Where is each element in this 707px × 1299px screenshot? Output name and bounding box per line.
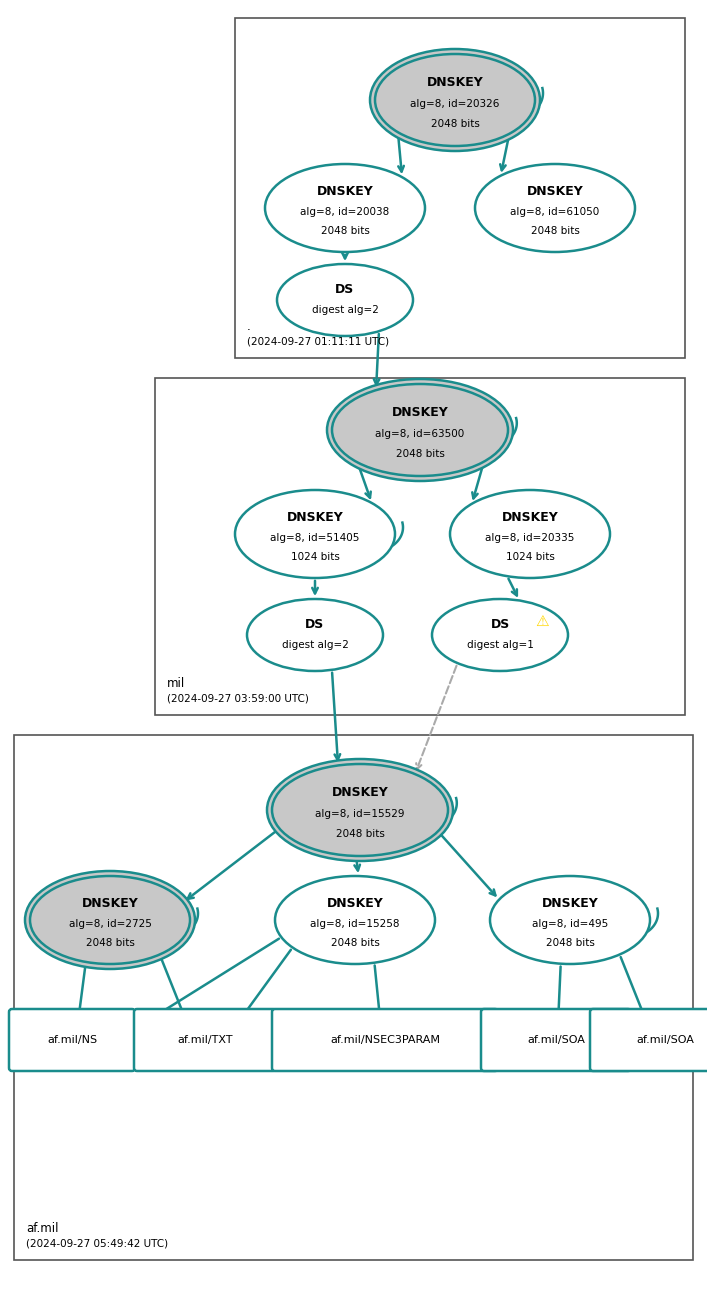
Text: digest alg=2: digest alg=2 — [281, 640, 349, 650]
Text: (2024-09-27 05:49:42 UTC): (2024-09-27 05:49:42 UTC) — [26, 1238, 168, 1248]
Ellipse shape — [327, 379, 513, 481]
Text: 2048 bits: 2048 bits — [395, 449, 445, 459]
Text: mil: mil — [167, 677, 185, 690]
FancyBboxPatch shape — [235, 18, 685, 359]
Text: alg=8, id=61050: alg=8, id=61050 — [510, 207, 600, 217]
Text: DNSKEY: DNSKEY — [542, 896, 598, 909]
Text: DNSKEY: DNSKEY — [502, 511, 559, 523]
Ellipse shape — [370, 49, 540, 151]
Text: 2048 bits: 2048 bits — [530, 226, 580, 236]
Text: ⚠: ⚠ — [535, 614, 549, 629]
Text: af.mil/TXT: af.mil/TXT — [177, 1035, 233, 1044]
Text: alg=8, id=15258: alg=8, id=15258 — [310, 918, 399, 929]
Ellipse shape — [25, 872, 195, 969]
Text: digest alg=1: digest alg=1 — [467, 640, 534, 650]
Ellipse shape — [277, 264, 413, 336]
FancyBboxPatch shape — [9, 1009, 135, 1070]
FancyBboxPatch shape — [134, 1009, 276, 1070]
Ellipse shape — [265, 164, 425, 252]
Text: 2048 bits: 2048 bits — [331, 938, 380, 948]
Text: af.mil/NSEC3PARAM: af.mil/NSEC3PARAM — [330, 1035, 440, 1044]
Text: 2048 bits: 2048 bits — [86, 938, 134, 948]
Ellipse shape — [272, 764, 448, 856]
Text: alg=8, id=20335: alg=8, id=20335 — [485, 533, 575, 543]
Text: alg=8, id=495: alg=8, id=495 — [532, 918, 608, 929]
Text: DNSKEY: DNSKEY — [327, 896, 383, 909]
Text: DS: DS — [335, 283, 355, 296]
FancyBboxPatch shape — [590, 1009, 707, 1070]
Text: 1024 bits: 1024 bits — [506, 552, 554, 562]
Ellipse shape — [475, 164, 635, 252]
Text: alg=8, id=51405: alg=8, id=51405 — [270, 533, 360, 543]
Text: .: . — [247, 320, 251, 333]
Text: af.mil: af.mil — [26, 1222, 59, 1235]
Text: 2048 bits: 2048 bits — [431, 120, 479, 129]
FancyBboxPatch shape — [481, 1009, 631, 1070]
Text: 2048 bits: 2048 bits — [546, 938, 595, 948]
Text: alg=8, id=63500: alg=8, id=63500 — [375, 429, 464, 439]
Text: 1024 bits: 1024 bits — [291, 552, 339, 562]
Ellipse shape — [247, 599, 383, 672]
Text: (2024-09-27 01:11:11 UTC): (2024-09-27 01:11:11 UTC) — [247, 336, 389, 346]
Text: af.mil/SOA: af.mil/SOA — [527, 1035, 585, 1044]
Ellipse shape — [275, 876, 435, 964]
FancyBboxPatch shape — [272, 1009, 498, 1070]
Text: (2024-09-27 03:59:00 UTC): (2024-09-27 03:59:00 UTC) — [167, 692, 309, 703]
Ellipse shape — [267, 759, 453, 861]
Text: DS: DS — [305, 618, 325, 631]
Text: DNSKEY: DNSKEY — [392, 407, 448, 420]
Text: alg=8, id=15529: alg=8, id=15529 — [315, 809, 404, 818]
Text: DNSKEY: DNSKEY — [286, 511, 344, 523]
Ellipse shape — [235, 490, 395, 578]
Text: DNSKEY: DNSKEY — [332, 786, 388, 799]
FancyBboxPatch shape — [155, 378, 685, 714]
Ellipse shape — [375, 55, 535, 145]
Ellipse shape — [432, 599, 568, 672]
Text: alg=8, id=20038: alg=8, id=20038 — [300, 207, 390, 217]
Text: alg=8, id=20326: alg=8, id=20326 — [410, 99, 500, 109]
Ellipse shape — [450, 490, 610, 578]
Text: digest alg=2: digest alg=2 — [312, 305, 378, 316]
Text: DNSKEY: DNSKEY — [81, 896, 139, 909]
Text: 2048 bits: 2048 bits — [336, 829, 385, 839]
Text: 2048 bits: 2048 bits — [320, 226, 370, 236]
Text: af.mil/NS: af.mil/NS — [47, 1035, 97, 1044]
Text: DNSKEY: DNSKEY — [426, 77, 484, 90]
Text: DNSKEY: DNSKEY — [527, 184, 583, 197]
FancyBboxPatch shape — [14, 735, 693, 1260]
Ellipse shape — [332, 385, 508, 475]
Text: DS: DS — [491, 618, 510, 631]
Text: alg=8, id=2725: alg=8, id=2725 — [69, 918, 151, 929]
Ellipse shape — [490, 876, 650, 964]
Ellipse shape — [30, 876, 190, 964]
Text: af.mil/SOA: af.mil/SOA — [636, 1035, 694, 1044]
Text: DNSKEY: DNSKEY — [317, 184, 373, 197]
